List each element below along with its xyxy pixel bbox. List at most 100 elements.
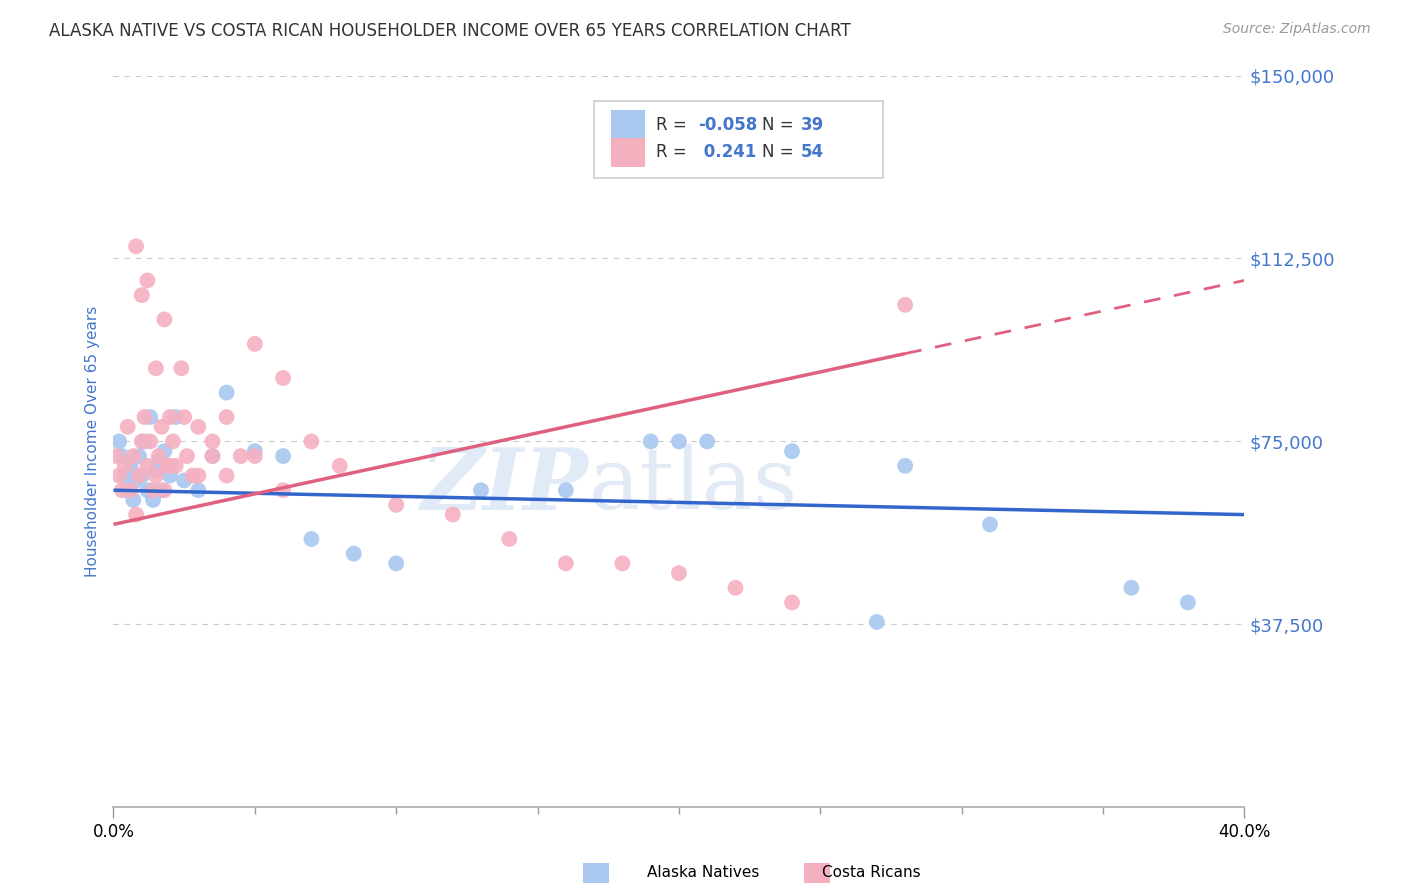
Point <box>159 468 181 483</box>
Point <box>173 410 195 425</box>
Point <box>153 312 176 326</box>
Point <box>114 468 136 483</box>
Point <box>894 298 917 312</box>
Point <box>134 434 156 449</box>
Point <box>145 361 167 376</box>
Point <box>125 239 148 253</box>
Text: 0.241: 0.241 <box>699 144 756 161</box>
Point <box>229 449 252 463</box>
Point <box>111 449 134 463</box>
Point <box>136 273 159 287</box>
Point <box>125 474 148 488</box>
Point <box>148 449 170 463</box>
Point <box>640 434 662 449</box>
Point <box>181 468 204 483</box>
Point <box>159 458 181 473</box>
Point <box>215 468 238 483</box>
Point <box>176 449 198 463</box>
Point <box>159 410 181 425</box>
Point <box>150 419 173 434</box>
Point <box>1177 595 1199 609</box>
Point <box>142 493 165 508</box>
Point <box>1121 581 1143 595</box>
Text: -0.058: -0.058 <box>699 116 758 134</box>
Point <box>120 483 142 498</box>
Point <box>668 434 690 449</box>
Point <box>150 483 173 498</box>
Point <box>122 449 145 463</box>
Point <box>117 483 139 498</box>
Point <box>128 468 150 483</box>
Point <box>142 483 165 498</box>
Point <box>979 517 1001 532</box>
Bar <box>612 137 645 167</box>
Y-axis label: Householder Income Over 65 years: Householder Income Over 65 years <box>86 306 100 577</box>
Point <box>201 434 224 449</box>
Text: Costa Ricans: Costa Ricans <box>823 865 921 880</box>
Point <box>187 483 209 498</box>
FancyBboxPatch shape <box>595 101 883 178</box>
Point <box>120 458 142 473</box>
Point <box>117 419 139 434</box>
Point <box>131 288 153 302</box>
Point <box>498 532 520 546</box>
Point <box>215 385 238 400</box>
Point <box>111 483 134 498</box>
Point <box>780 595 803 609</box>
Point <box>201 449 224 463</box>
Point <box>162 434 184 449</box>
Point <box>385 498 408 512</box>
Point <box>299 434 322 449</box>
Point <box>612 557 634 571</box>
Point <box>128 449 150 463</box>
Point <box>187 419 209 434</box>
Point <box>136 483 159 498</box>
Text: R =: R = <box>657 144 688 161</box>
Point <box>441 508 464 522</box>
Text: N =: N = <box>762 144 793 161</box>
Point <box>299 532 322 546</box>
Text: R =: R = <box>657 116 688 134</box>
Point <box>170 361 193 376</box>
Point <box>139 434 162 449</box>
Point <box>134 410 156 425</box>
Point <box>156 458 179 473</box>
Point <box>866 615 889 629</box>
Point <box>215 410 238 425</box>
Point <box>173 474 195 488</box>
Point <box>145 464 167 478</box>
Point <box>668 566 690 581</box>
Text: Source: ZipAtlas.com: Source: ZipAtlas.com <box>1223 22 1371 37</box>
Point <box>385 557 408 571</box>
Text: 54: 54 <box>801 144 824 161</box>
Point <box>125 508 148 522</box>
Point <box>131 434 153 449</box>
Point <box>554 483 576 498</box>
Point <box>108 434 131 449</box>
Point <box>243 444 266 458</box>
Point <box>105 449 128 463</box>
Text: ZIP: ZIP <box>420 443 589 527</box>
Point <box>271 483 294 498</box>
Point <box>329 458 352 473</box>
Point <box>470 483 492 498</box>
Point <box>153 483 176 498</box>
Point <box>696 434 718 449</box>
Text: Alaska Natives: Alaska Natives <box>647 865 759 880</box>
Point <box>153 444 176 458</box>
Point <box>136 458 159 473</box>
Point <box>131 468 153 483</box>
Point <box>122 493 145 508</box>
Text: atlas: atlas <box>589 443 797 527</box>
Point <box>780 444 803 458</box>
Point <box>139 410 162 425</box>
Point <box>554 557 576 571</box>
Point <box>271 449 294 463</box>
Point <box>145 468 167 483</box>
Point <box>343 547 366 561</box>
Point <box>187 468 209 483</box>
Text: 39: 39 <box>801 116 824 134</box>
Point <box>243 336 266 351</box>
Point <box>243 449 266 463</box>
Point <box>271 371 294 385</box>
